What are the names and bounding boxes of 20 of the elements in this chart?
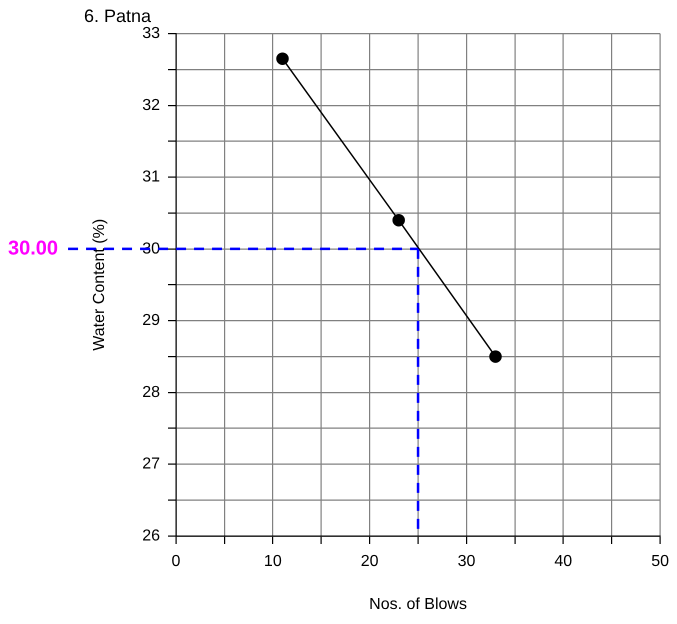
y-tick-label: 29 [142, 312, 160, 330]
x-tick-label: 50 [651, 553, 670, 570]
x-tick-label: 20 [360, 553, 379, 570]
point [276, 52, 289, 65]
y-tick-label: 28 [142, 384, 160, 401]
ref-line-label: 30.00 [8, 237, 58, 260]
y-axis-title: Water Content (%) [91, 218, 108, 351]
y-tick-label: 27 [142, 456, 160, 473]
x-tick-label: 10 [264, 553, 282, 570]
y-tick-label: 32 [142, 96, 160, 114]
point [489, 350, 502, 363]
chart-title: 6. Patna [84, 6, 152, 26]
point [392, 214, 405, 226]
y-tick-label: 26 [142, 527, 160, 544]
x-axis-title: Nos. of Blows [369, 596, 467, 613]
y-tick-label: 33 [142, 25, 160, 42]
x-tick-label: 40 [554, 553, 572, 570]
x-tick-label: 30 [458, 553, 476, 570]
x-tick-label: 0 [172, 553, 181, 570]
y-tick-label: 31 [142, 168, 160, 186]
